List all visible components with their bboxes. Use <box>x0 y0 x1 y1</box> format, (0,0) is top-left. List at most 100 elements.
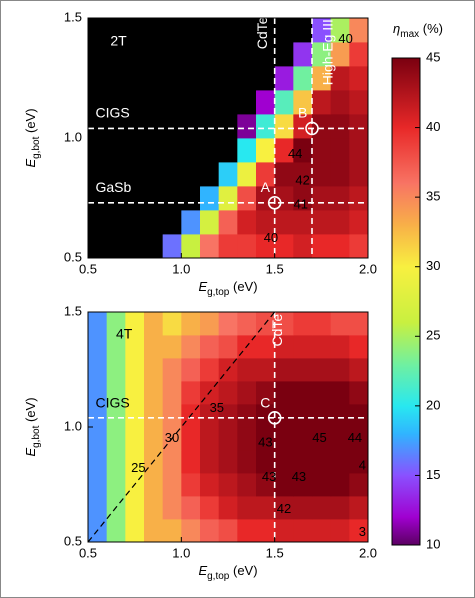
heat-cell <box>88 450 108 474</box>
colorbar-segment <box>392 127 420 184</box>
colorbar-segment <box>392 364 420 407</box>
heat-cell <box>312 114 332 139</box>
heat-cell <box>218 210 238 235</box>
y-axis-label-part: E <box>23 159 38 168</box>
heat-cell <box>125 66 145 91</box>
heat-cell <box>162 234 182 259</box>
heat-cell <box>293 210 313 235</box>
colorbar-segment <box>392 433 420 476</box>
x-tick-label: 1.5 <box>266 545 284 560</box>
heat-cell <box>125 381 145 405</box>
heat-cell <box>162 114 182 139</box>
heat-cell <box>218 519 238 543</box>
heat-cell <box>274 519 294 543</box>
heat-cell <box>125 404 145 428</box>
heat-cell <box>200 427 220 451</box>
heat-cell <box>349 114 369 139</box>
heat-cell <box>312 66 332 91</box>
heat-cell <box>293 42 313 67</box>
heat-cell <box>218 114 238 139</box>
heat-cell <box>256 210 276 235</box>
heat-cell <box>162 358 182 382</box>
heat-cell <box>349 519 369 543</box>
heat-cell <box>181 162 201 187</box>
heat-cell <box>237 312 257 336</box>
marker-point <box>305 121 319 136</box>
heat-cell <box>330 358 350 382</box>
heat-cell <box>330 138 350 163</box>
heat-cell <box>256 473 276 497</box>
heat-cell <box>256 114 276 139</box>
heat-cell <box>200 473 220 497</box>
heat-cell <box>125 519 145 543</box>
heat-cell <box>349 312 369 336</box>
heat-cell <box>125 312 145 336</box>
heat-cell <box>312 138 332 163</box>
heat-cell <box>181 90 201 115</box>
heat-cell <box>237 427 257 451</box>
heat-cell <box>162 42 182 67</box>
heat-cell <box>162 450 182 474</box>
heat-cell <box>162 162 182 187</box>
heat-cell <box>349 234 369 259</box>
heat-cell <box>88 312 108 336</box>
heat-cell <box>330 312 350 336</box>
heat-cell <box>106 18 126 43</box>
contour-label: 3 <box>359 524 366 539</box>
heat-cell <box>312 312 332 336</box>
heat-cell <box>312 42 332 67</box>
heat-cell <box>144 90 164 115</box>
heat-cell <box>181 358 201 382</box>
annotation: CIGS <box>95 105 129 121</box>
heat-cell <box>274 138 294 163</box>
heat-cell <box>349 66 369 91</box>
heat-cell <box>162 496 182 520</box>
annotation: CdTe <box>269 314 285 347</box>
marker-point <box>267 410 282 425</box>
heat-cell <box>293 162 313 187</box>
heat-cell <box>274 234 294 259</box>
heat-cell <box>256 427 276 451</box>
heat-cell <box>162 381 182 405</box>
heat-cell <box>312 381 332 405</box>
heat-cell <box>293 312 313 336</box>
colorbar-frame <box>391 57 421 546</box>
heat-cell <box>330 186 350 211</box>
contour-label: 44 <box>348 430 362 445</box>
heat-cell <box>106 519 126 543</box>
heat-cell <box>181 138 201 163</box>
heat-cell <box>312 162 332 187</box>
heat-cell <box>256 450 276 474</box>
heat-cell <box>88 335 108 359</box>
heat-cell <box>125 496 145 520</box>
heat-cell <box>106 473 126 497</box>
y-tick-label: 1.0 <box>64 129 82 144</box>
x-tick-label: 1.0 <box>172 545 190 560</box>
heat-cell <box>274 18 294 43</box>
heat-cell <box>349 358 369 382</box>
heat-cell <box>330 66 350 91</box>
heat-cell <box>312 358 332 382</box>
heat-cell <box>144 42 164 67</box>
heat-cell <box>144 66 164 91</box>
y-axis-label-part: g,bot <box>31 136 42 158</box>
heat-cell <box>162 90 182 115</box>
x-tick-label: 0.5 <box>79 261 97 276</box>
marker-point <box>267 196 282 210</box>
heat-cell <box>88 358 108 382</box>
heat-cell <box>312 473 332 497</box>
colorbar-segment <box>392 322 420 365</box>
heat-cell <box>144 381 164 405</box>
y-axis-label: Eg,bot (eV) <box>23 397 41 456</box>
heat-cell <box>88 404 108 428</box>
heat-cell <box>144 427 164 451</box>
heat-cell <box>106 335 126 359</box>
contour-label: 43 <box>292 469 306 484</box>
heat-cell <box>106 90 126 115</box>
heat-cell <box>312 210 332 235</box>
point-label: A <box>261 179 271 195</box>
heat-cell <box>349 42 369 67</box>
y-axis-label-part: g,bot <box>31 425 42 447</box>
heat-cell <box>144 473 164 497</box>
